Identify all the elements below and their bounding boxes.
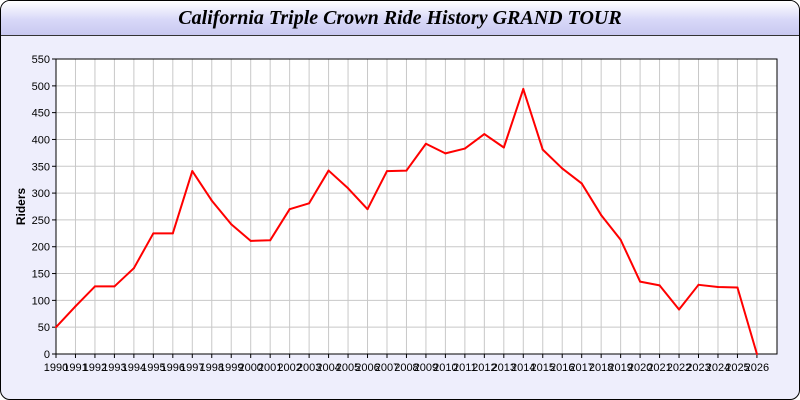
- data-point: [405, 169, 408, 172]
- data-point: [152, 232, 155, 235]
- data-point: [658, 284, 661, 287]
- x-tick-label: 1993: [102, 362, 126, 374]
- y-tick-label: 550: [32, 54, 50, 66]
- y-tick-label: 250: [32, 215, 50, 227]
- x-tick-label: 2020: [628, 362, 652, 374]
- x-tick-label: 2011: [453, 362, 477, 374]
- x-tick-label: 1991: [63, 362, 87, 374]
- data-point: [522, 88, 525, 91]
- data-point: [210, 199, 213, 202]
- data-point: [308, 202, 311, 205]
- title-bar: California Triple Crown Ride History GRA…: [1, 1, 799, 36]
- data-point: [191, 170, 194, 173]
- y-tick-label: 400: [32, 134, 50, 146]
- data-point: [561, 167, 564, 170]
- data-point: [619, 238, 622, 241]
- x-tick-label: 2017: [569, 362, 593, 374]
- data-point: [580, 182, 583, 185]
- data-point: [249, 239, 252, 242]
- data-point: [113, 285, 116, 288]
- y-tick-label: 350: [32, 161, 50, 173]
- x-tick-label: 2012: [472, 362, 496, 374]
- x-tick-label: 2003: [297, 362, 321, 374]
- y-tick-label: 50: [38, 322, 50, 334]
- data-point: [327, 169, 330, 172]
- x-tick-label: 1994: [122, 362, 146, 374]
- data-point: [716, 285, 719, 288]
- data-point: [639, 280, 642, 283]
- x-tick-label: 2005: [336, 362, 360, 374]
- y-tick-label: 100: [32, 295, 50, 307]
- plot-area: [56, 59, 777, 354]
- x-tick-label: 2022: [667, 362, 691, 374]
- data-point: [463, 147, 466, 150]
- y-tick-label: 450: [32, 108, 50, 120]
- x-tick-label: 2016: [550, 362, 574, 374]
- x-tick-label: 1999: [219, 362, 243, 374]
- x-tick-label: 1997: [180, 362, 204, 374]
- data-point: [678, 308, 681, 311]
- x-tick-label: 2001: [258, 362, 282, 374]
- y-axis-label: Riders: [14, 188, 28, 226]
- x-tick-label: 2000: [238, 362, 262, 374]
- data-point: [269, 239, 272, 242]
- x-tick-label: 2004: [316, 362, 340, 374]
- x-tick-label: 1992: [83, 362, 107, 374]
- data-point: [347, 187, 350, 190]
- x-tick-label: 2021: [647, 362, 671, 374]
- y-tick-label: 0: [44, 349, 50, 361]
- data-point: [288, 208, 291, 211]
- data-point: [502, 146, 505, 149]
- chart-title: California Triple Crown Ride History GRA…: [178, 7, 622, 29]
- plot-border: [55, 58, 778, 355]
- x-tick-label: 1995: [141, 362, 165, 374]
- x-tick-label: 2006: [355, 362, 379, 374]
- x-tick-label: 2013: [492, 362, 516, 374]
- x-tick-label: 2024: [706, 362, 730, 374]
- data-point: [600, 214, 603, 217]
- data-point: [93, 285, 96, 288]
- data-point: [755, 353, 758, 355]
- x-tick-label: 2009: [414, 362, 438, 374]
- y-tick-label: 300: [32, 188, 50, 200]
- x-tick-label: 1998: [200, 362, 224, 374]
- data-point: [385, 170, 388, 173]
- x-tick-label: 2026: [745, 362, 769, 374]
- y-tick-label: 150: [32, 269, 50, 281]
- x-tick-label: 2010: [433, 362, 457, 374]
- data-point: [736, 286, 739, 289]
- x-tick-label: 2025: [725, 362, 749, 374]
- y-tick-label: 500: [32, 81, 50, 93]
- data-point: [541, 148, 544, 151]
- x-tick-label: 2007: [375, 362, 399, 374]
- data-point: [230, 223, 233, 226]
- data-point: [483, 133, 486, 136]
- x-tick-label: 2014: [511, 362, 535, 374]
- data-point: [171, 232, 174, 235]
- x-tick-label: 2023: [686, 362, 710, 374]
- x-tick-label: 2008: [394, 362, 418, 374]
- x-tick-label: 2018: [589, 362, 613, 374]
- x-tick-label: 2015: [531, 362, 555, 374]
- x-tick-label: 1996: [161, 362, 185, 374]
- data-point: [74, 305, 77, 308]
- data-point: [424, 142, 427, 145]
- data-point: [697, 283, 700, 286]
- y-tick-label: 200: [32, 242, 50, 254]
- data-point: [444, 152, 447, 155]
- x-tick-label: 1990: [44, 362, 68, 374]
- x-tick-label: 2002: [277, 362, 301, 374]
- data-point: [366, 208, 369, 211]
- data-point: [55, 326, 57, 329]
- data-point: [132, 267, 135, 270]
- x-tick-label: 2019: [608, 362, 632, 374]
